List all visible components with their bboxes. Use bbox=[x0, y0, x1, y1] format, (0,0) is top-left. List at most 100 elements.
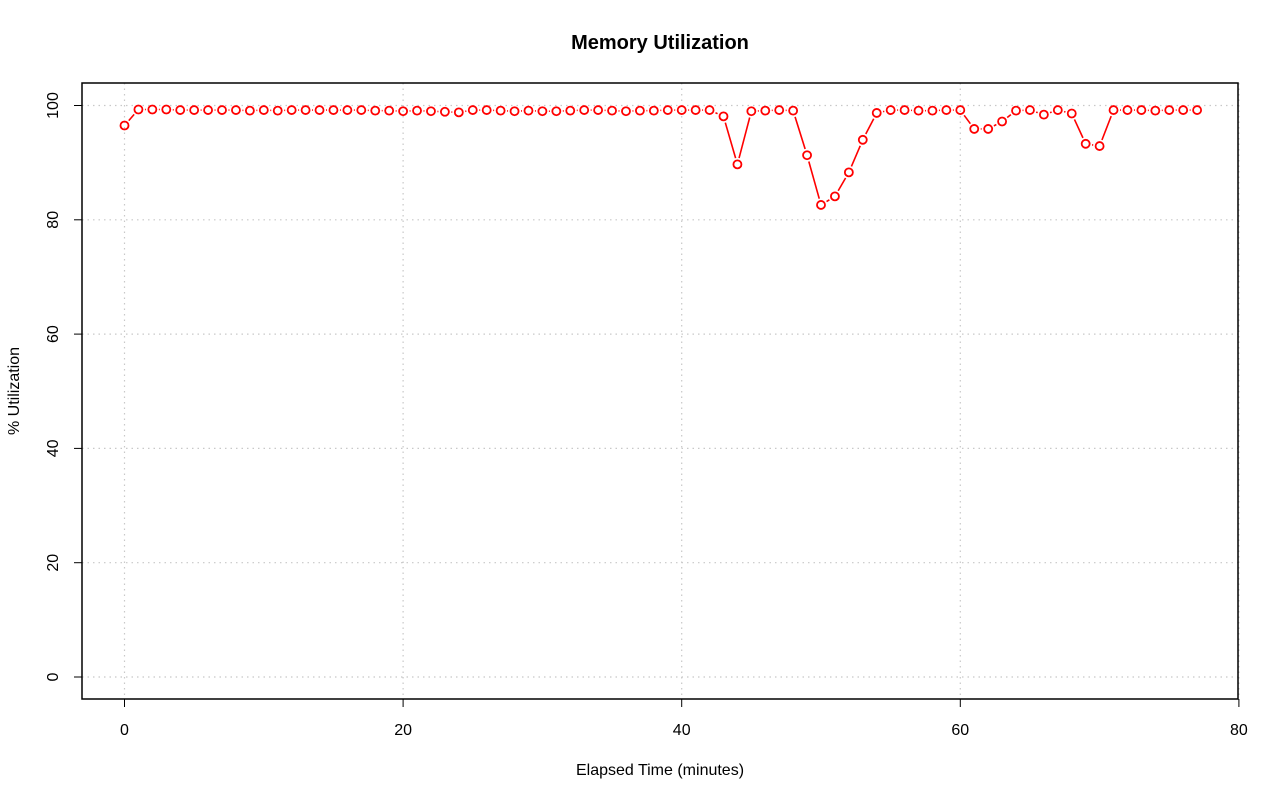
data-point bbox=[1150, 105, 1161, 116]
series-segment bbox=[993, 123, 997, 127]
series-segment bbox=[808, 161, 821, 199]
series-segment bbox=[826, 199, 830, 203]
data-point bbox=[648, 105, 659, 116]
data-point bbox=[969, 124, 980, 134]
data-point bbox=[342, 105, 353, 115]
y-axis-label: % Utilization bbox=[6, 347, 23, 435]
data-point bbox=[593, 105, 604, 115]
data-point bbox=[133, 104, 144, 115]
data-point bbox=[871, 108, 882, 118]
data-point bbox=[481, 105, 492, 115]
data-point bbox=[1192, 105, 1203, 115]
x-axis-label: Elapsed Time (minutes) bbox=[576, 762, 744, 779]
data-point bbox=[175, 105, 186, 115]
data-point bbox=[1108, 105, 1119, 115]
data-point bbox=[746, 106, 757, 117]
data-point bbox=[1094, 141, 1105, 151]
data-point bbox=[147, 104, 158, 115]
data-point bbox=[704, 105, 715, 115]
series-segment bbox=[128, 113, 135, 122]
data-point bbox=[426, 106, 436, 117]
x-tick-label: 60 bbox=[951, 722, 969, 739]
data-point bbox=[1038, 109, 1049, 120]
x-tick-label: 40 bbox=[673, 722, 691, 739]
data-point bbox=[635, 105, 645, 116]
data-point bbox=[370, 105, 381, 116]
data-point bbox=[983, 124, 994, 134]
data-point bbox=[398, 106, 409, 117]
data-point bbox=[899, 105, 910, 115]
series-segment bbox=[837, 177, 847, 192]
chart-title: Memory Utilization bbox=[571, 32, 749, 54]
data-point bbox=[537, 106, 548, 117]
data-point bbox=[272, 105, 283, 116]
data-point bbox=[802, 150, 812, 161]
data-point bbox=[662, 105, 673, 115]
data-point bbox=[774, 105, 785, 115]
data-point bbox=[621, 106, 631, 117]
data-point bbox=[816, 200, 826, 210]
data-point bbox=[495, 105, 506, 116]
data-point bbox=[941, 105, 952, 115]
data-point bbox=[189, 105, 200, 115]
series-segment bbox=[724, 122, 737, 159]
series-segment bbox=[715, 112, 718, 115]
data-point bbox=[1136, 105, 1147, 115]
data-point bbox=[676, 105, 687, 115]
data-point bbox=[760, 105, 771, 116]
x-axis: 0 20 40 60 80 bbox=[120, 699, 1248, 739]
x-tick-label: 0 bbox=[120, 722, 129, 739]
series-segment bbox=[1035, 111, 1038, 114]
y-tick-label: 80 bbox=[45, 211, 62, 229]
y-tick-label: 100 bbox=[45, 92, 62, 119]
y-axis: 0 20 40 60 80 100 bbox=[45, 92, 82, 681]
data-point bbox=[1011, 105, 1021, 116]
data-point bbox=[217, 105, 227, 115]
data-point bbox=[300, 105, 311, 115]
data-point bbox=[830, 191, 840, 202]
data-point bbox=[1025, 105, 1035, 115]
series-segment bbox=[1049, 111, 1052, 114]
data-point bbox=[231, 105, 241, 115]
data-point bbox=[1066, 108, 1077, 119]
data-point bbox=[955, 105, 966, 115]
data-point bbox=[161, 104, 172, 115]
data-point bbox=[843, 167, 854, 178]
series-segment bbox=[1073, 119, 1084, 139]
data-point bbox=[258, 105, 269, 115]
series-segment bbox=[1006, 114, 1012, 119]
plot-frame bbox=[81, 82, 1239, 700]
series-segment bbox=[794, 116, 806, 150]
y-tick-label: 40 bbox=[45, 439, 62, 457]
series-segment bbox=[738, 117, 751, 159]
data-point bbox=[509, 106, 520, 117]
data-point bbox=[551, 106, 562, 117]
data-point bbox=[203, 105, 213, 115]
data-point bbox=[453, 107, 464, 118]
data-point bbox=[1164, 105, 1175, 115]
data-point bbox=[788, 105, 799, 116]
data-point bbox=[913, 105, 924, 116]
data-point bbox=[579, 105, 590, 115]
data-point bbox=[467, 105, 478, 115]
y-tick-label: 0 bbox=[45, 672, 62, 681]
series-segment bbox=[1101, 115, 1112, 141]
data-point bbox=[1122, 105, 1133, 115]
data-point bbox=[885, 105, 896, 115]
data-point bbox=[1080, 138, 1091, 149]
series-segment bbox=[865, 118, 875, 135]
data-point bbox=[286, 105, 297, 115]
series-line bbox=[119, 104, 1203, 210]
data-point bbox=[607, 105, 617, 116]
data-point bbox=[997, 116, 1007, 127]
data-point bbox=[412, 105, 422, 116]
data-point bbox=[384, 105, 395, 116]
data-point bbox=[1052, 105, 1063, 115]
x-tick-label: 80 bbox=[1230, 722, 1248, 739]
series-segment bbox=[963, 114, 972, 125]
data-point bbox=[718, 111, 729, 122]
data-point bbox=[732, 159, 743, 170]
data-point bbox=[439, 106, 450, 117]
data-point bbox=[1178, 105, 1189, 115]
